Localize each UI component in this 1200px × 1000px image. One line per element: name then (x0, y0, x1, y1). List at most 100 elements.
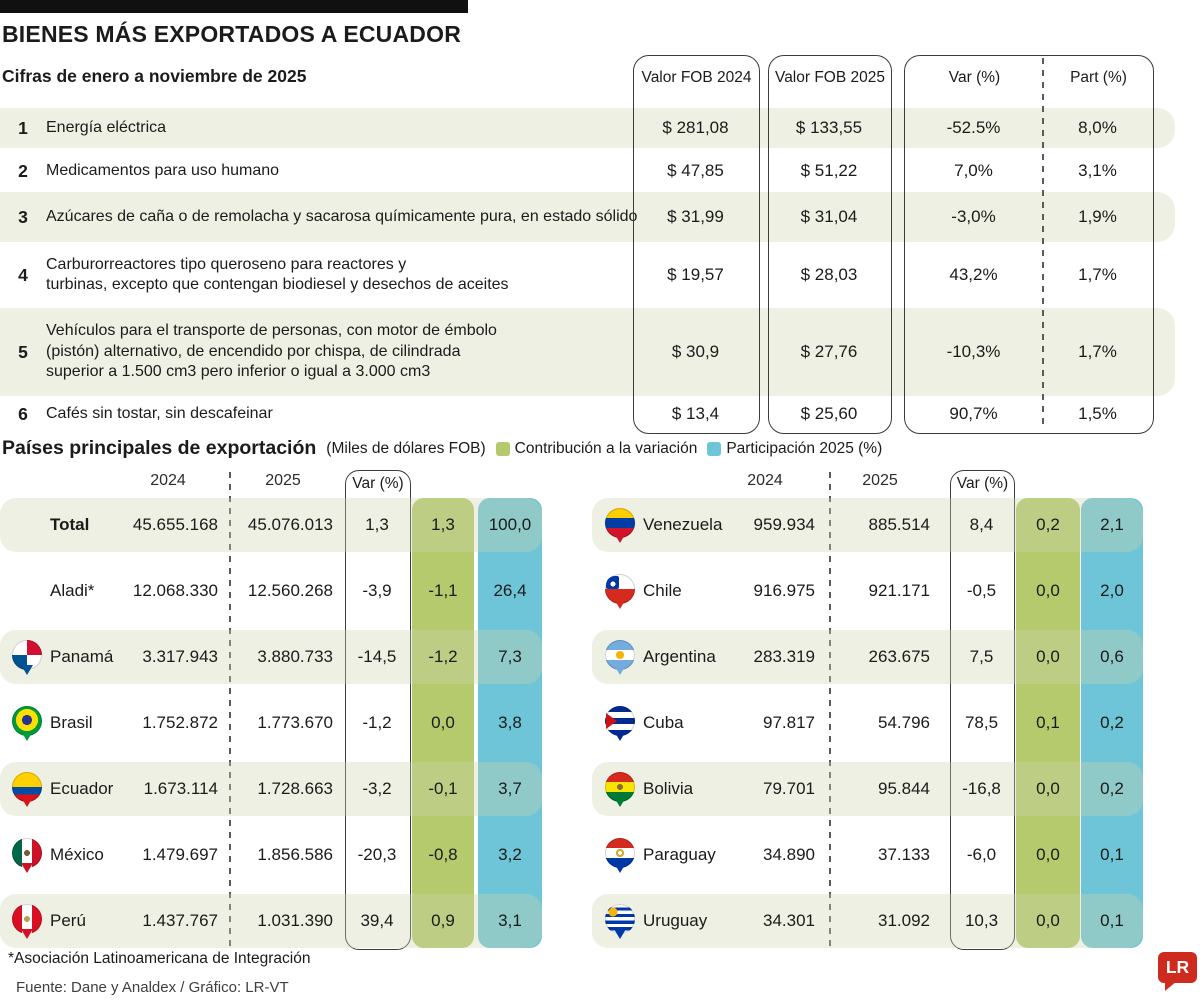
page-subtitle: Cifras de enero a noviembre de 2025 (2, 66, 307, 86)
countries-section-header: Países principales de exportación (Miles… (2, 437, 882, 460)
value-2025: 1.728.663 (257, 779, 333, 798)
var-value: -14,5 (357, 647, 397, 666)
value-2025: 12.560.268 (247, 581, 333, 600)
country-row: Uruguay 34.301 31.092 10,3 0,0 0,1 (592, 894, 1143, 948)
contribution-value: 0,0 (1036, 647, 1060, 666)
country-name: Argentina (643, 647, 716, 666)
country-row: Venezuela 959.934 885.514 8,4 0,2 2,1 (592, 498, 1143, 552)
var-value: -20,3 (357, 845, 397, 864)
column-header: 2025 (862, 472, 898, 489)
product-row: 2 Medicamentos para uso humano $ 47,85 $… (0, 150, 1175, 192)
product-rank: 3 (18, 206, 28, 227)
country-name: México (50, 845, 104, 864)
fob-2024-value: $ 47,85 (667, 161, 724, 180)
fob-2025-value: $ 51,22 (800, 161, 858, 180)
var-value: -3,0% (951, 207, 996, 226)
panama-flag-icon (12, 640, 42, 675)
column-divider-dashed (1042, 58, 1044, 429)
contribution-value: 0,0 (1036, 845, 1060, 864)
legend-contribution: Contribución a la variación (495, 439, 698, 458)
column-header: Valor FOB 2025 (775, 69, 885, 86)
product-name: Carburorreactores tipo queroseno para re… (46, 255, 509, 293)
legend-participation: Participación 2025 (%) (707, 440, 882, 458)
country-name: Panamá (50, 647, 114, 666)
contribution-value: 0,9 (431, 911, 455, 930)
participation-column-band (478, 498, 542, 948)
var-value: 78,5 (964, 713, 999, 732)
participation-value: 0,6 (1100, 647, 1124, 666)
part-value: 3,1% (1078, 161, 1117, 180)
blue-legend-swatch-icon (707, 441, 722, 456)
contribution-value: 1,3 (431, 515, 455, 534)
legend-label: Contribución a la variación (514, 439, 698, 457)
product-name: Cafés sin tostar, sin descafeinar (46, 404, 273, 422)
country-name: Paraguay (643, 845, 716, 864)
fob-2025-value: $ 25,60 (800, 404, 858, 423)
value-2024: 1.479.697 (142, 845, 218, 864)
var-value: -0,5 (966, 581, 997, 600)
contribution-value: 0,0 (1036, 911, 1060, 930)
lr-logo: LR (1158, 952, 1197, 983)
fob-2024-value: $ 281,08 (662, 118, 729, 137)
value-2024: 12.068.330 (132, 581, 218, 600)
contribution-value: -1,2 (428, 647, 458, 666)
var-value: 1,3 (365, 515, 389, 534)
fob-2025-value: $ 31,04 (800, 207, 858, 226)
participation-value: 0,2 (1100, 779, 1124, 798)
lr-logo-tail (1165, 981, 1177, 991)
participation-value: 0,1 (1100, 911, 1124, 930)
var-value: 90,7% (949, 404, 998, 423)
country-row: Bolivia 79.701 95.844 -16,8 0,0 0,2 (592, 762, 1143, 816)
column-divider-dashed (229, 472, 231, 948)
country-row: Argentina 283.319 263.675 7,5 0,0 0,6 (592, 630, 1143, 684)
column-divider-dashed (829, 472, 831, 948)
contribution-column-band (412, 498, 474, 948)
country-row: Paraguay 34.890 37.133 -6,0 0,0 0,1 (592, 828, 1143, 882)
product-name: Energía eléctrica (46, 118, 167, 136)
contribution-value: -0,8 (428, 845, 458, 864)
country-row: México 1.479.697 1.856.586 -20,3 -0,8 3,… (0, 828, 542, 882)
country-name: Total (50, 515, 90, 534)
value-2024: 97.817 (763, 713, 815, 732)
value-2024: 1.437.767 (142, 911, 218, 930)
fob-2024-value: $ 30,9 (671, 342, 720, 361)
product-name: Vehículos para el transporte de personas… (46, 322, 497, 381)
section-title: Países principales de exportación (2, 437, 317, 459)
value-2025: 921.171 (868, 581, 930, 600)
column-header: Part (%) (1070, 69, 1127, 86)
contribution-value: 0,1 (1036, 713, 1060, 732)
var-value: -3,9 (362, 581, 392, 600)
part-value: 1,9% (1078, 207, 1117, 226)
contribution-value: -1,1 (428, 581, 458, 600)
fob-2025-value: $ 133,55 (795, 118, 863, 137)
var-value: -1,2 (362, 713, 392, 732)
fob-2025-value: $ 27,76 (800, 342, 858, 361)
column-header: 2025 (265, 472, 301, 489)
product-row: 5 Vehículos para el transporte de person… (0, 308, 1175, 396)
value-2025: 263.675 (868, 647, 930, 666)
value-2024: 916.975 (753, 581, 815, 600)
var-value: 43,2% (949, 265, 998, 284)
source-credit: Fuente: Dane y Analdex / Gráfico: LR-VT (16, 979, 289, 996)
value-2024: 79.701 (763, 779, 815, 798)
value-2024: 34.301 (763, 911, 815, 930)
product-row: 6 Cafés sin tostar, sin descafeinar $ 13… (0, 396, 1175, 432)
ecuador-flag-icon (12, 772, 42, 807)
var-value: 7,5 (969, 647, 994, 666)
participation-value: 0,1 (1100, 845, 1124, 864)
value-2024: 3.317.943 (142, 647, 218, 666)
value-2024: 1.752.872 (142, 713, 218, 732)
var-value: -3,2 (362, 779, 392, 798)
value-2025: 37.133 (878, 845, 930, 864)
country-row: Brasil 1.752.872 1.773.670 -1,2 0,0 3,8 (0, 696, 542, 750)
product-row: 1 Energía eléctrica $ 281,08 $ 133,55 -5… (0, 108, 1175, 148)
country-name: Brasil (50, 713, 93, 732)
column-header: Var (%) (956, 475, 1009, 492)
value-2025: 3.880.733 (257, 647, 333, 666)
country-row: Cuba 97.817 54.796 78,5 0,1 0,2 (592, 696, 1143, 750)
country-name: Venezuela (643, 515, 723, 534)
var-value: 8,4 (969, 515, 994, 534)
country-name: Cuba (643, 713, 684, 732)
product-name: Azúcares de caña o de remolacha y sacaro… (46, 207, 638, 225)
